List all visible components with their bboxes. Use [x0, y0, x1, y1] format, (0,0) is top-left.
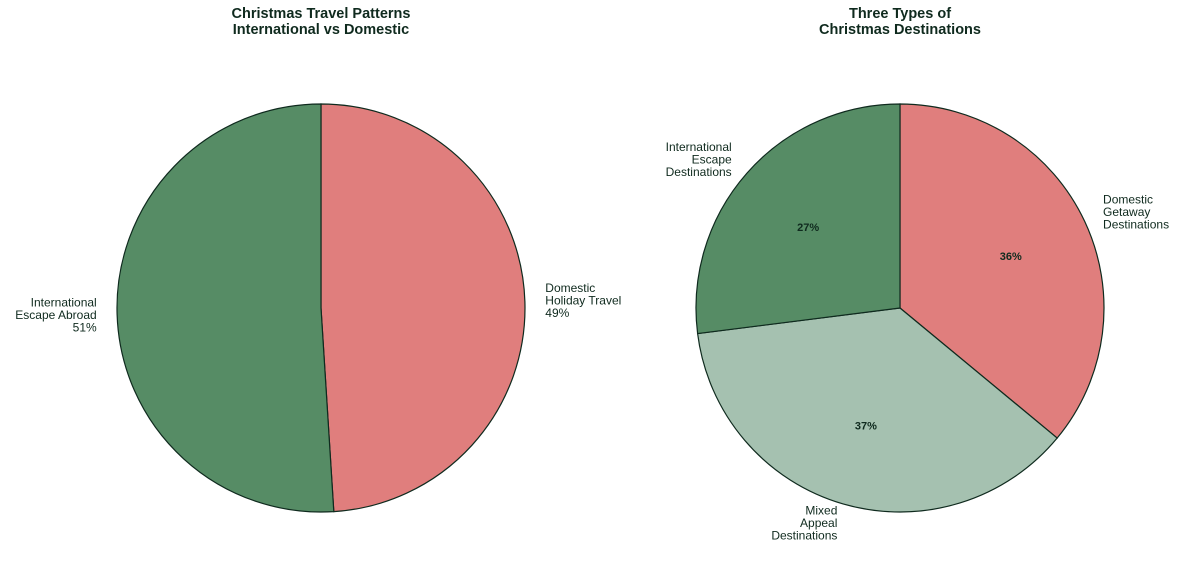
pie-slice — [696, 307, 1059, 513]
slice-label: Domestic Getaway Destinations — [1103, 193, 1169, 232]
pie-slice — [116, 103, 335, 513]
slice-percent-label: 36% — [1000, 251, 1022, 263]
pie-slice — [899, 103, 1105, 439]
slice-percent-label: 27% — [797, 222, 819, 234]
chart-title: Three Types of Christmas Destinations — [819, 6, 981, 38]
pie-chart-2: Three Types of Christmas Destinations Dome… — [666, 6, 1169, 543]
slice-label: Domestic Holiday Travel 49% — [545, 281, 621, 320]
chart-title: Christmas Travel Patterns International v… — [232, 6, 411, 38]
slice-percent-label: 37% — [855, 421, 877, 433]
slice-label: International Escape Abroad 51% — [15, 295, 97, 334]
pie-slice — [320, 103, 526, 513]
pie-chart-1: Christmas Travel Patterns International v… — [15, 6, 621, 513]
slice-label: Mixed Appeal Destinations — [771, 504, 837, 543]
pie-slice — [695, 103, 901, 335]
slice-label: International Escape Destinations — [666, 140, 732, 179]
